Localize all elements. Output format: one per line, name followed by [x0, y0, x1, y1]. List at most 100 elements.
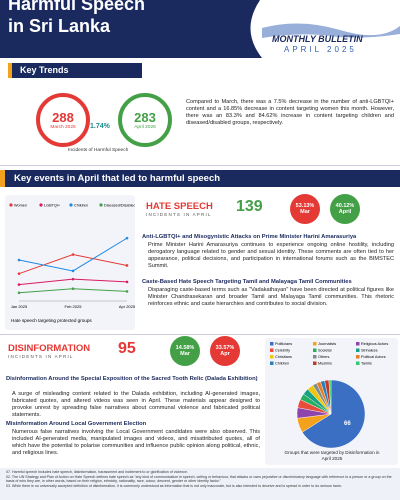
legend-label: Christians: [275, 355, 292, 359]
point: [71, 277, 75, 281]
legend-label: Journalists: [318, 342, 336, 346]
point: [71, 253, 75, 256]
divider: [0, 165, 400, 166]
legend-label: Children: [74, 204, 88, 208]
key-trends-heading: Key Trends: [20, 65, 69, 75]
march-value: 288: [52, 110, 74, 125]
section-body: Numerous false narratives involving the …: [12, 429, 260, 456]
legend-label: Sinhalese: [361, 349, 378, 353]
legend-label: Tamils: [361, 362, 372, 366]
april-label: April 2025: [134, 125, 156, 130]
point: [125, 264, 129, 267]
header-bg: [0, 0, 400, 58]
legend-swatch: [313, 348, 317, 352]
legend-label: Muslims: [318, 362, 332, 366]
key-trends-bar: [8, 63, 142, 78]
point: [125, 290, 129, 293]
x-tick-label: Jan 2025: [11, 304, 28, 309]
legend-swatch: [313, 355, 317, 359]
header-wave: [262, 23, 400, 38]
legend-label: Women: [14, 204, 27, 208]
hate-april-share: 40.12%: [335, 202, 355, 209]
bulletin: MONTHLY BULLETIN: [272, 34, 363, 44]
legend-swatch: [356, 361, 360, 365]
divider: [0, 334, 400, 335]
legend-label: Societal: [318, 349, 332, 353]
key-events-bar: [0, 170, 400, 187]
legend-label: Political Actors: [361, 355, 386, 359]
key-events-heading: Key events in April that led to harmful …: [14, 173, 221, 184]
legend-label: Politicians: [275, 342, 292, 346]
hate-april-label: April: [338, 209, 352, 215]
point: [71, 287, 75, 290]
disinfo-april-share: 33.57%: [215, 344, 235, 351]
x-tick-label: Feb 2025: [65, 304, 83, 309]
footnote: 02. The UN Strategy and Plan of Action o…: [6, 475, 392, 484]
hate-label: HATE SPEECH: [146, 201, 213, 212]
legend-label: Religious Actors: [361, 342, 388, 346]
footer: [0, 468, 400, 500]
chart-caption: Hate speech targeting protected groups: [11, 318, 92, 323]
disinfo-march-circle: 14.58% Mar: [170, 336, 200, 366]
trends-summary: Compared to March, there was a 7.5% decr…: [186, 99, 394, 126]
legend-label: Celebrity: [275, 349, 290, 353]
hate-march-circle: 53.13% Mar: [290, 194, 320, 224]
slice-label: 66: [344, 421, 351, 427]
legend-swatch: [356, 348, 360, 352]
section-heading: Caste-Based Hate Speech Targeting Tamil …: [142, 279, 352, 285]
legend-swatch: [313, 342, 317, 346]
point: [125, 280, 129, 284]
march-label: March 2025: [50, 125, 76, 130]
legend-label: Children: [275, 362, 289, 366]
section-body: Disparaging caste-based terms such as "V…: [148, 287, 394, 307]
header-shape: [0, 0, 262, 58]
april-value: 283: [134, 110, 156, 125]
footnote: 03. While there is no universally accept…: [6, 484, 342, 489]
disinfo-march-label: Mar: [180, 351, 190, 357]
disinfo-march-share: 14.58%: [175, 344, 195, 351]
hate-count: 139: [236, 198, 263, 215]
legend-swatch: [270, 361, 274, 365]
disinfo-count: 95: [118, 340, 136, 357]
point: [17, 283, 21, 286]
legend-swatch: [313, 361, 317, 365]
section-heading: Anti-LGBTQI+ and Misogynistic Attacks on…: [142, 234, 357, 240]
pie-chart: Politicians Journalists Religious Actors Ce…: [270, 342, 388, 449]
disinfo-label: DISINFORMATION: [8, 343, 91, 354]
title: Harmful Speech in Sri Lanka: [8, 0, 146, 36]
pie-caption: Groups that were targeted by Disinformat…: [284, 450, 380, 461]
section-heading: Disinformation Around the Special Exposi…: [6, 376, 258, 382]
legend-label: Diseased/Disabled: [104, 204, 135, 208]
point: [17, 291, 21, 295]
legend-swatch: [270, 342, 274, 346]
point: [17, 258, 21, 262]
legend-swatch: [270, 355, 274, 359]
april-circle: 283 April 2025: [118, 93, 172, 147]
hate-march-share: 53.13%: [295, 202, 315, 209]
section-body: A surge of misleading content related to…: [12, 391, 260, 418]
trends-caption: Incidents of Harmful Speech: [68, 148, 129, 153]
period: APRIL 2025: [284, 45, 357, 54]
slice: [302, 379, 366, 449]
legend-swatch: [270, 348, 274, 352]
disinfo-april-circle: 33.57% Apr: [210, 336, 240, 366]
x-tick-label: Apr 2025: [119, 304, 135, 309]
legend-label: LGBTQI+: [44, 204, 61, 208]
slice: [328, 379, 332, 415]
disinfo-april-label: Apr: [220, 351, 230, 357]
disinfo-sublabel: INCIDENTS IN APRIL: [8, 354, 74, 359]
legend-swatch: [356, 355, 360, 359]
legend-swatch: [9, 203, 13, 207]
legend-swatch: [356, 342, 360, 346]
line-chart: Women LGBTQI+ Children Diseased/Disabled Jan…: [9, 203, 135, 323]
legend-swatch: [69, 203, 73, 207]
hate-april-circle: 40.12% April: [330, 194, 360, 224]
footnotes: 07. Harmful speech includes hate speech,…: [6, 470, 394, 489]
hate-march-label: Mar: [300, 209, 310, 215]
point: [71, 269, 75, 273]
legend-swatch: [99, 203, 103, 207]
march-circle: 288 March 2025: [36, 93, 90, 147]
change: 1.74%: [90, 123, 110, 130]
section-body: Prime Minister Harini Amarasuriya contin…: [148, 242, 394, 269]
